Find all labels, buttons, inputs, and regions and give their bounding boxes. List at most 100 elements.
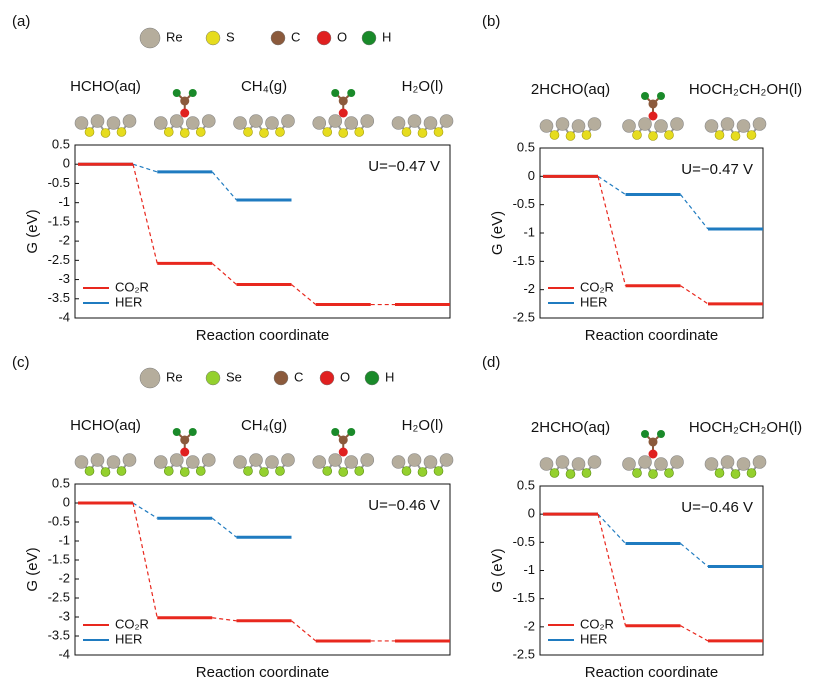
y-tick-label: -2.5	[513, 309, 535, 324]
connector	[212, 617, 237, 622]
y-tick-label: -1	[58, 532, 70, 547]
structure-image	[539, 454, 602, 480]
legend-label: CO₂R	[115, 616, 149, 631]
structure-image	[704, 116, 767, 142]
atom-legend-label: H	[382, 29, 391, 44]
y-tick-label: -2	[58, 233, 70, 248]
structure-label: CH₄(g)	[241, 78, 287, 95]
connector	[680, 194, 709, 230]
structure-image	[621, 116, 685, 142]
y-tick-label: -4	[58, 309, 70, 324]
structure-label: HCHO(aq)	[70, 417, 141, 434]
connector	[132, 502, 158, 519]
connector	[132, 163, 158, 173]
annotation: U=−0.46 V	[368, 497, 440, 514]
atom-legend-label: O	[337, 29, 347, 44]
y-tick-label: -3.5	[48, 290, 70, 305]
structure-image	[153, 452, 217, 478]
atom-swatch	[139, 27, 161, 49]
y-tick-label: -0.5	[513, 196, 535, 211]
structure-label: HOCH₂CH₂OH(l)	[689, 81, 802, 98]
y-tick-label: 0	[528, 168, 535, 183]
connector	[291, 284, 317, 306]
structure-image	[391, 452, 454, 478]
panel-label: (b)	[482, 13, 500, 30]
y-tick-label: -2	[58, 570, 70, 585]
structure-image	[704, 454, 767, 480]
y-tick-label: -1.5	[513, 253, 535, 268]
structure-image	[311, 452, 375, 478]
y-tick-label: -2	[523, 281, 535, 296]
atom-swatch	[139, 367, 161, 389]
panel-label: (d)	[482, 354, 500, 371]
y-tick-label: 0	[528, 506, 535, 521]
structure-image	[391, 113, 454, 139]
adsorbate-image	[330, 427, 357, 458]
y-tick-label: -2.5	[48, 589, 70, 604]
connector	[291, 620, 317, 642]
legend-label: HER	[115, 294, 142, 309]
connector	[132, 164, 158, 264]
structure-image	[621, 454, 685, 480]
atom-swatch	[316, 30, 332, 46]
legend-label: CO₂R	[580, 279, 614, 294]
structure-label: HOCH₂CH₂OH(l)	[689, 419, 802, 436]
atom-legend-label: Re	[166, 369, 183, 384]
connector	[211, 171, 237, 201]
y-tick-label: 0	[63, 494, 70, 509]
y-tick-label: -4	[58, 646, 70, 661]
connector	[597, 514, 627, 626]
annotation: U=−0.46 V	[681, 499, 753, 516]
structure-image	[311, 113, 375, 139]
plot-frame	[74, 483, 451, 656]
structure-image	[153, 113, 217, 139]
y-tick-label: 0.5	[517, 477, 535, 492]
y-tick-label: -3.5	[48, 627, 70, 642]
y-tick-label: -1.5	[48, 551, 70, 566]
adsorbate-image	[330, 88, 357, 119]
atom-legend-label: Re	[166, 29, 183, 44]
atom-swatch	[361, 30, 377, 46]
connector	[597, 176, 627, 286]
x-axis-label: Reaction coordinate	[585, 664, 718, 678]
adsorbate-image	[640, 91, 666, 122]
adsorbate-image	[171, 427, 198, 458]
y-tick-label: -2.5	[513, 646, 535, 661]
connector	[597, 175, 626, 195]
y-tick-label: 0.5	[52, 136, 70, 151]
y-tick-label: -2	[523, 618, 535, 633]
y-axis-label: G (eV)	[489, 548, 506, 592]
y-tick-label: -0.5	[48, 513, 70, 528]
y-tick-label: -1.5	[513, 590, 535, 605]
structure-label: H₂O(l)	[402, 417, 444, 434]
y-tick-label: 0	[63, 156, 70, 171]
structure-image	[74, 113, 137, 139]
atom-legend-label: C	[294, 369, 303, 384]
atom-swatch	[273, 370, 289, 386]
atom-legend-label: Se	[226, 369, 242, 384]
atom-swatch	[205, 370, 221, 386]
connector	[211, 517, 237, 538]
structure-image	[74, 452, 137, 478]
atom-swatch	[205, 30, 221, 46]
adsorbate-image	[640, 429, 666, 460]
y-tick-label: -1	[523, 224, 535, 239]
structure-image	[539, 116, 602, 142]
y-tick-label: -1.5	[48, 213, 70, 228]
x-axis-label: Reaction coordinate	[196, 327, 329, 344]
structure-label: 2HCHO(aq)	[531, 419, 610, 436]
y-axis-label: G (eV)	[489, 211, 506, 255]
y-tick-label: 0.5	[52, 475, 70, 490]
atom-swatch	[364, 370, 380, 386]
legend-label: CO₂R	[580, 616, 614, 631]
legend-label: HER	[115, 631, 142, 646]
structure-label: HCHO(aq)	[70, 78, 141, 95]
structure-label: 2HCHO(aq)	[531, 81, 610, 98]
annotation: U=−0.47 V	[368, 158, 440, 175]
x-axis-label: Reaction coordinate	[585, 327, 718, 344]
connector	[211, 262, 237, 286]
annotation: U=−0.47 V	[681, 161, 753, 178]
structure-image	[232, 113, 296, 139]
y-tick-label: -3	[58, 608, 70, 623]
